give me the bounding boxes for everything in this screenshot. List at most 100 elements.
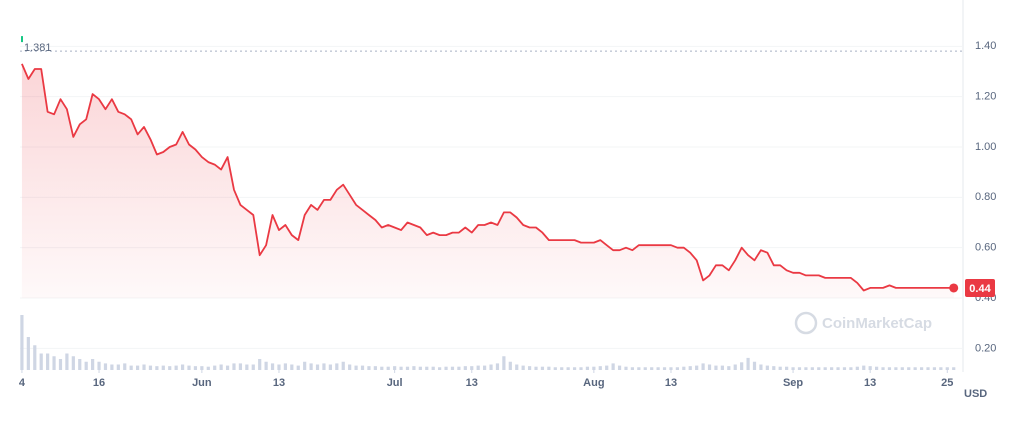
volume-bar [367,366,371,370]
volume-bar [97,361,101,370]
volume-bar [489,364,493,370]
volume-bar [682,366,686,370]
volume-bar [746,357,750,370]
volume-bar [71,356,75,370]
volume-bar [148,365,153,370]
volume-bar [438,367,442,370]
volume-bar [187,365,191,370]
volume-bar [887,367,892,370]
volume-bar [46,353,50,370]
volume-bar [39,353,43,370]
watermark: CoinMarketCap [794,311,932,335]
volume-bar [135,365,140,370]
volume-bar [778,366,782,370]
area-fill [21,51,954,298]
volume-bar [264,361,268,370]
volume-bar [52,356,56,370]
volume-bar [26,337,30,370]
x-tick-label: Jun [192,377,212,389]
volume-bar [932,367,937,370]
volume-bar [110,364,114,370]
y-tick-label: 1.20 [975,91,996,103]
volume-bar [752,361,757,370]
x-tick-label: 16 [93,377,105,389]
x-tick-label: Aug [583,377,604,389]
volume-bar [116,364,120,370]
current-label: 0.44 [969,283,991,295]
volume-bar [797,367,802,370]
volume-bar [579,367,583,370]
volume-bar [393,366,397,370]
volume-bar [881,367,885,370]
volume-bar [335,363,339,370]
volume-bar [508,361,512,370]
volume-bar [913,367,917,370]
volume-bar [418,366,422,370]
volume-bar [572,367,577,370]
y-tick-label: 0.60 [975,242,996,254]
volume-bar [33,345,37,370]
volume-bar [232,363,236,370]
volume-bar [463,366,467,370]
x-tick-label: 13 [466,377,478,389]
volume-bar [630,367,635,370]
volume-bar [483,365,487,370]
volume-bar [258,359,262,370]
volume-bar [907,367,911,370]
volume-bar [354,365,358,370]
volume-bar [720,365,724,370]
volume-bar [791,367,795,370]
volume-bar [540,366,545,370]
volume-bar [740,362,744,370]
x-tick-label: 13 [864,377,876,389]
volume-bar [425,366,429,370]
volume-bar [656,367,660,370]
volume-bar [502,356,506,370]
volume-bar [605,365,609,370]
volume-bar [129,365,133,370]
volume-bar [624,366,628,370]
volume-bar [142,364,146,370]
volume-bar [180,364,185,370]
volume-bar [695,365,699,370]
volume-bar [675,367,679,370]
volume-bar [290,364,294,370]
volume-bar [527,366,532,370]
volume-bar [58,359,63,370]
volume-bar [219,364,223,370]
volume-bar [341,361,345,370]
volume-bar [457,366,461,370]
volume-bar [399,366,403,370]
volume-bar [91,359,95,370]
volume-bar [669,367,673,370]
volume-bar [238,363,243,370]
volume-bar [894,367,898,370]
volume-bar [817,367,821,370]
volume-bar [810,367,814,370]
watermark-text: CoinMarketCap [822,315,932,332]
volume-bar [405,366,410,370]
x-tick-label: 13 [665,377,677,389]
volume-bar [650,367,654,370]
x-tick-label: Sep [783,377,803,389]
volume-bar [952,367,956,370]
volume-bar [611,363,615,370]
volume-bar [360,365,365,370]
volume-bar [772,366,776,370]
volume-bar [560,367,564,370]
volume-bar [155,366,159,370]
volume-bar [714,365,718,370]
volume-bar [868,366,872,370]
current-dot [949,283,959,293]
volume-bar [875,366,879,370]
volume-bar [926,367,930,370]
volume-bar [836,367,840,370]
volume-bar [662,367,667,370]
volume-bar [303,361,307,370]
volume-bar [919,367,924,370]
volume-bar [733,364,737,370]
volume-bar [168,366,172,370]
volume-bar [688,366,692,370]
